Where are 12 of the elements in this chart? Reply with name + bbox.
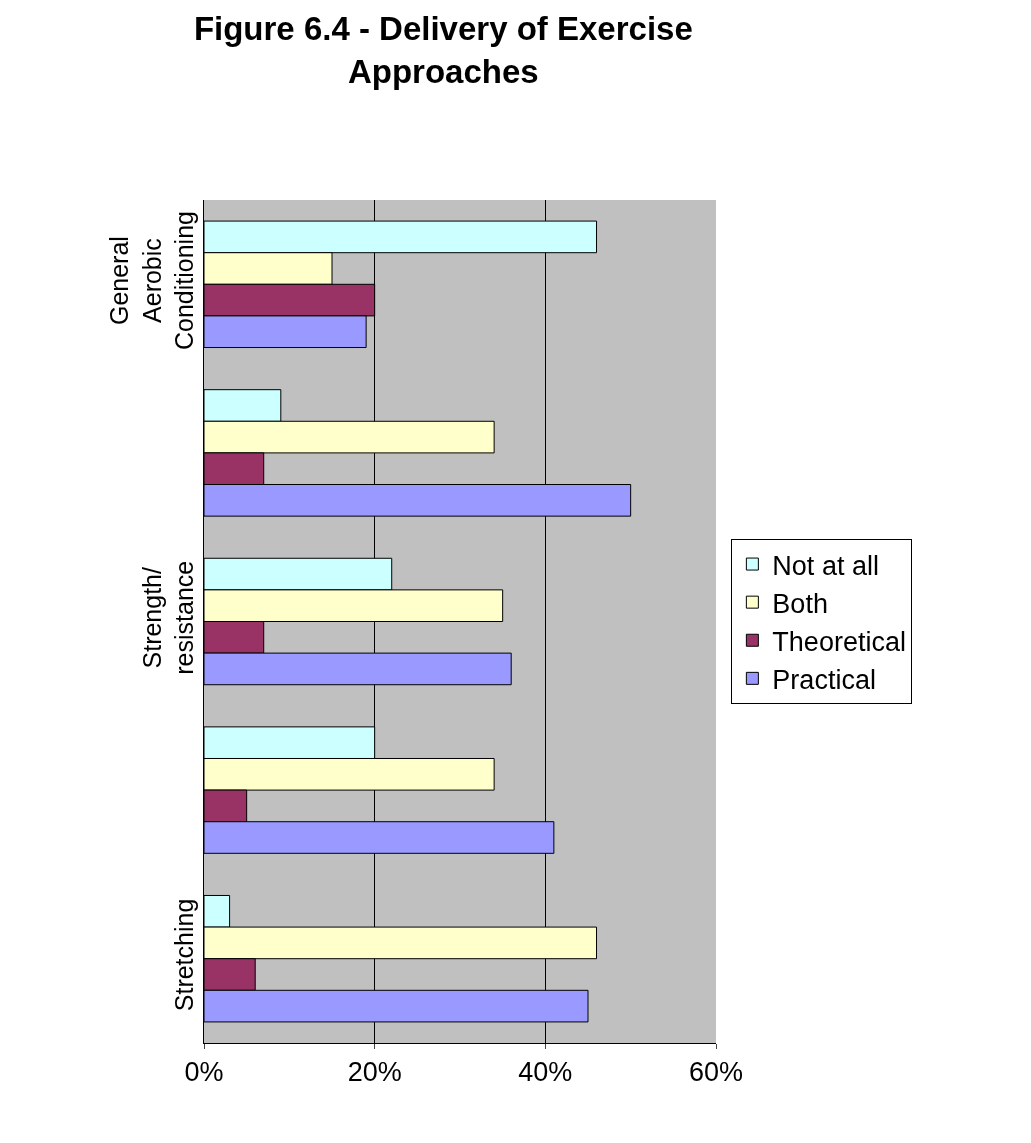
legend-label: Practical bbox=[772, 664, 876, 695]
chart-title: Figure 6.4 - Delivery of Exercise Approaches bbox=[193, 10, 693, 90]
x-tick-label: 40% bbox=[518, 1057, 573, 1088]
legend-label: Not at all bbox=[772, 550, 879, 581]
x-tick-label: 0% bbox=[184, 1057, 224, 1088]
y-tick-label: Stretching bbox=[170, 898, 198, 1012]
y-tick-label: Strength/ resistance bbox=[137, 560, 198, 675]
legend-label: Both bbox=[772, 588, 828, 619]
y-tick-label: General Aerobic Conditioning bbox=[105, 211, 198, 351]
x-tick-label: 60% bbox=[688, 1057, 744, 1088]
legend-label: Theoretical bbox=[772, 626, 906, 657]
x-tick-label: 20% bbox=[347, 1057, 402, 1088]
